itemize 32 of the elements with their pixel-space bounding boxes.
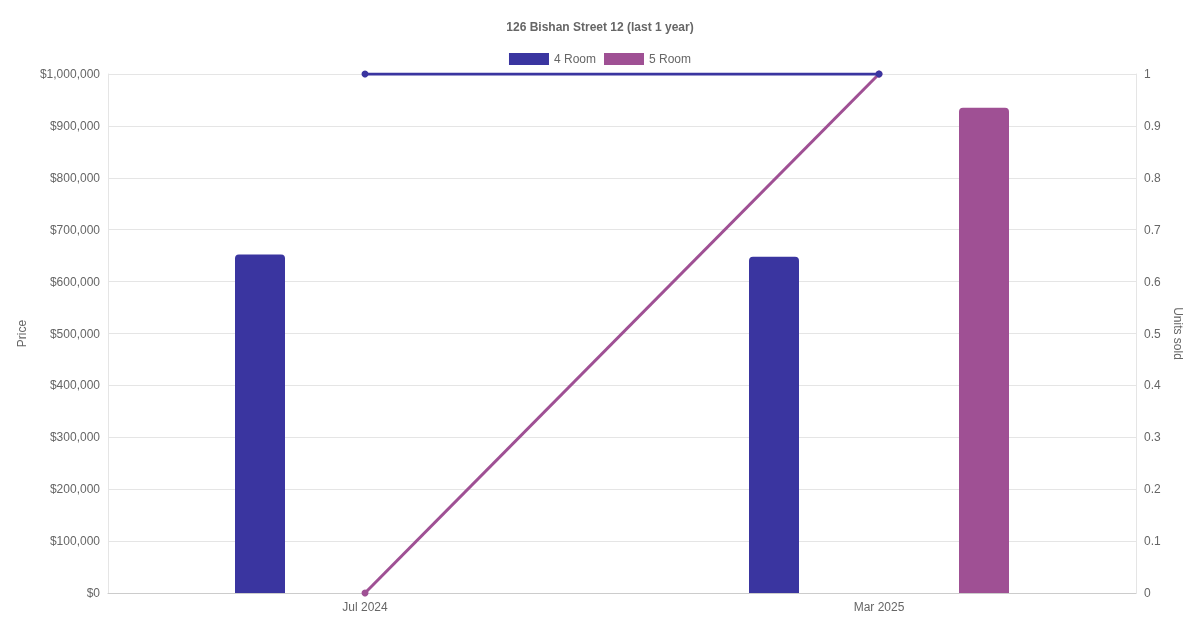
y2-tick-label: 0.4 <box>1144 378 1162 393</box>
y-tick-label: $300,000 <box>49 430 101 445</box>
y-tick-label: $700,000 <box>49 222 101 237</box>
y-tick-label: $900,000 <box>49 118 101 133</box>
y2-tick-label: 0.9 <box>1144 118 1162 133</box>
y2-axis-title: Units sold <box>1171 307 1185 360</box>
y2-tick-label: 0.1 <box>1144 534 1162 549</box>
y-tick-label: $500,000 <box>49 326 101 341</box>
x-tick-label: Jul 2024 <box>342 600 389 614</box>
y2-tick-label: 0.3 <box>1144 430 1162 445</box>
y-tick-label: $200,000 <box>49 482 101 497</box>
y-tick-label: $600,000 <box>49 274 101 289</box>
y-tick-label: $800,000 <box>49 170 101 185</box>
y2-tick-label: 0 <box>1144 586 1151 600</box>
y-tick-label: $1,000,000 <box>39 67 101 81</box>
legend-label: 4 Room <box>553 52 597 66</box>
chart-title: 126 Bishan Street 12 (last 1 year) <box>506 20 694 34</box>
bar <box>959 107 1009 593</box>
y2-tick-label: 0.5 <box>1144 326 1162 341</box>
x-tick-label: Mar 2025 <box>853 600 905 614</box>
y2-tick-label: 0.8 <box>1144 170 1162 185</box>
y-tick-label: $400,000 <box>49 378 101 393</box>
y2-tick-label: 0.2 <box>1144 482 1162 497</box>
y2-tick-label: 1 <box>1144 67 1151 81</box>
y-axis-title: Price <box>15 319 29 348</box>
bar <box>235 254 285 593</box>
y2-tick-label: 0.7 <box>1144 222 1162 237</box>
bar <box>749 256 799 593</box>
y-tick-label: $0 <box>86 586 101 600</box>
y-tick-label: $100,000 <box>49 534 101 549</box>
legend-label: 5 Room <box>649 52 692 66</box>
y2-tick-label: 0.6 <box>1144 274 1162 289</box>
